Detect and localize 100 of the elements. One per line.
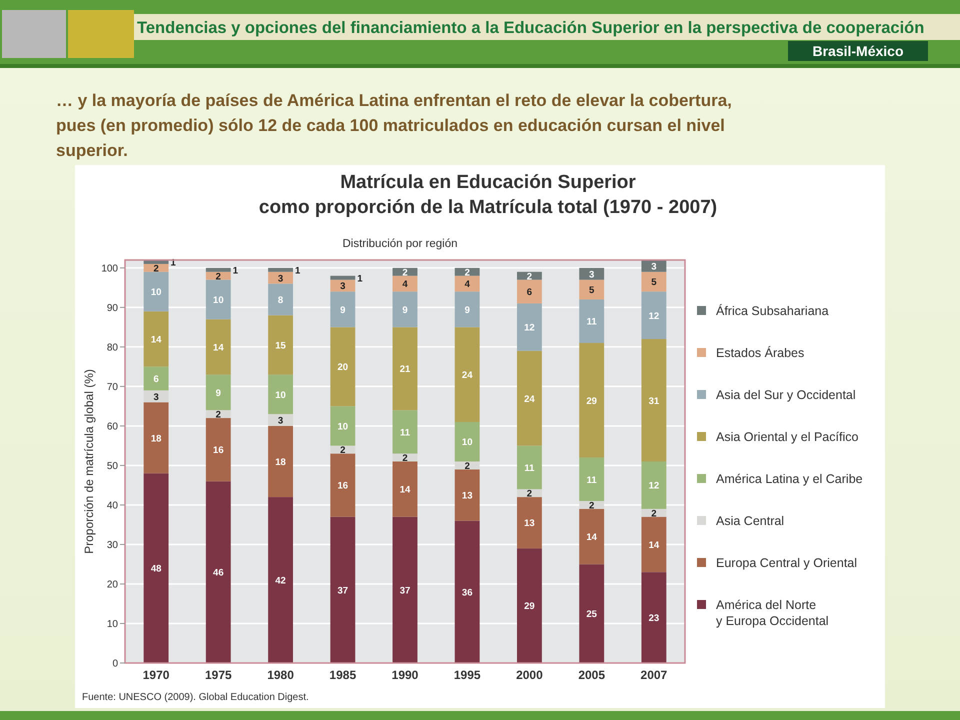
data-label: 14 — [150, 334, 162, 346]
data-label: 46 — [213, 568, 224, 579]
bar — [454, 520, 480, 663]
data-label: 29 — [586, 396, 597, 407]
data-label: 2 — [340, 445, 346, 456]
bar — [579, 342, 604, 458]
data-label: 3 — [153, 392, 159, 403]
bar — [392, 327, 418, 410]
data-label: 12 — [648, 480, 660, 492]
data-label: 24 — [524, 394, 536, 405]
data-label: 9 — [340, 304, 346, 316]
data-label: 2 — [464, 460, 470, 472]
data-label: 3 — [278, 416, 284, 427]
x-tick-label: 2005 — [578, 668, 606, 682]
bar — [454, 327, 480, 422]
x-tick-label: 2007 — [640, 668, 668, 682]
bar — [206, 418, 231, 482]
legend-label: Asia del Sur y Occidental — [716, 388, 856, 402]
data-label: 13 — [462, 490, 473, 502]
data-label: 1 — [357, 273, 364, 284]
bar — [268, 315, 293, 375]
x-tick-label: 1985 — [329, 668, 356, 682]
bar — [392, 516, 418, 663]
x-tick-label: 2000 — [516, 668, 544, 682]
legend-label: Estados Árabes — [716, 346, 804, 360]
bar — [517, 497, 542, 548]
data-label: 14 — [213, 342, 224, 354]
legend-label: América Latina y el Caribe — [716, 472, 863, 486]
data-label: 9 — [402, 304, 408, 316]
bar — [330, 516, 356, 663]
bar — [392, 462, 418, 517]
data-label: 16 — [337, 480, 348, 492]
data-label: 2 — [589, 500, 594, 512]
data-label: 18 — [150, 433, 162, 444]
text: Tendencias y opciones del financiamiento a la Educación Superior en la perspectiva de cooperación — [137, 19, 924, 37]
bar — [454, 292, 480, 328]
data-label: 37 — [400, 585, 410, 596]
data-label: 5 — [589, 285, 596, 296]
y-tick-label: 90 — [106, 302, 118, 314]
bar — [330, 327, 356, 406]
bar — [330, 454, 356, 517]
text: Brasil-México — [812, 43, 904, 59]
bar — [206, 481, 231, 663]
bar — [144, 473, 169, 663]
y-tick-label: 70 — [106, 382, 118, 393]
legend-label: Asia Oriental y el Pacífico — [716, 430, 858, 444]
data-label: 2 — [526, 271, 532, 282]
data-label: 6 — [526, 287, 532, 298]
bar — [579, 508, 604, 564]
data-label: 8 — [278, 295, 284, 306]
y-tick-label: 20 — [106, 579, 118, 590]
y-tick-label: 40 — [106, 500, 118, 512]
bar — [641, 572, 666, 663]
bar — [392, 410, 418, 454]
bar — [268, 497, 293, 663]
bar — [392, 292, 418, 328]
bar — [517, 303, 542, 351]
y-tick-label: 50 — [106, 460, 118, 472]
data-label: 11 — [586, 316, 598, 328]
source-note: Fuente: UNESCO (2009). Global Education Digest. — [82, 692, 309, 703]
legend-label: Asia Central — [716, 514, 784, 528]
bar — [517, 548, 542, 663]
bar — [454, 469, 480, 521]
data-label: 10 — [213, 295, 224, 306]
bar — [206, 319, 231, 375]
bar — [268, 284, 293, 316]
data-label: 21 — [400, 364, 411, 376]
data-label: 29 — [524, 601, 535, 612]
data-label: 1 — [295, 265, 301, 276]
bar — [268, 426, 293, 498]
data-label: 2 — [153, 263, 159, 274]
bar — [579, 458, 604, 502]
data-label: 20 — [337, 362, 348, 374]
data-label: 13 — [524, 518, 535, 530]
data-label: 2 — [402, 453, 408, 464]
data-label: 10 — [462, 437, 473, 448]
x-tick-label: 1975 — [204, 668, 232, 682]
data-label: 15 — [275, 340, 287, 352]
bar — [641, 272, 666, 292]
chart-subtitle: Distribución por región — [342, 238, 458, 250]
data-label: 10 — [275, 390, 286, 401]
x-tick-label: 1995 — [454, 668, 481, 682]
bar — [641, 339, 666, 462]
bar — [641, 292, 666, 340]
bar — [330, 406, 356, 446]
bar — [268, 374, 293, 414]
data-label: 6 — [153, 374, 159, 386]
data-label: 24 — [462, 370, 474, 382]
bar — [268, 414, 293, 426]
bar — [206, 374, 231, 410]
data-label: 9 — [216, 388, 221, 399]
data-label: 48 — [150, 564, 162, 575]
bar — [579, 280, 604, 300]
y-tick-label: 100 — [101, 263, 118, 274]
bar — [579, 564, 604, 663]
data-label: 2 — [526, 488, 532, 500]
data-label: 42 — [275, 576, 286, 587]
data-label: 2 — [216, 410, 221, 421]
data-label: 16 — [213, 445, 224, 456]
data-label: 3 — [340, 281, 346, 292]
